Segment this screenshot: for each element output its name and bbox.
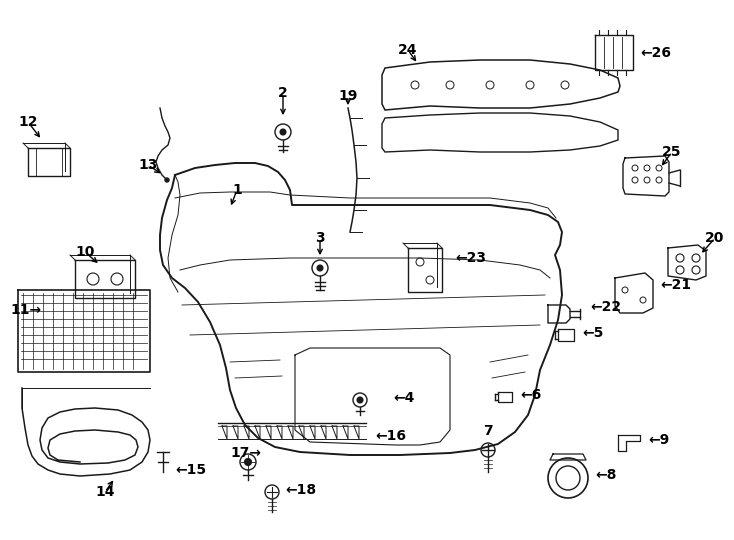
- Text: 2: 2: [278, 86, 288, 100]
- Text: ←18: ←18: [285, 483, 316, 497]
- Circle shape: [317, 265, 323, 271]
- Text: ←4: ←4: [393, 391, 415, 405]
- Text: 24: 24: [399, 43, 418, 57]
- Text: 20: 20: [705, 231, 724, 245]
- Text: 3: 3: [315, 231, 325, 245]
- Text: 1: 1: [232, 183, 242, 197]
- Circle shape: [165, 178, 169, 182]
- Text: 25: 25: [662, 145, 682, 159]
- Text: ←5: ←5: [582, 326, 603, 340]
- Circle shape: [244, 458, 252, 465]
- Text: 17→: 17→: [230, 446, 261, 460]
- Text: ←21: ←21: [660, 278, 691, 292]
- Text: ←15: ←15: [175, 463, 206, 477]
- Text: 10: 10: [76, 245, 95, 259]
- Text: 13: 13: [138, 158, 158, 172]
- Circle shape: [280, 129, 286, 135]
- Text: ←8: ←8: [595, 468, 617, 482]
- Text: ←6: ←6: [520, 388, 541, 402]
- Text: 7: 7: [483, 424, 493, 438]
- Text: ←9: ←9: [648, 433, 669, 447]
- Circle shape: [357, 397, 363, 403]
- Text: ←23: ←23: [455, 251, 486, 265]
- Text: ←26: ←26: [640, 46, 671, 60]
- Text: 19: 19: [338, 89, 357, 103]
- Text: 11→: 11→: [10, 303, 41, 317]
- Text: 12: 12: [18, 115, 37, 129]
- Text: ←16: ←16: [375, 429, 406, 443]
- Text: 14: 14: [95, 485, 115, 499]
- Text: ←22: ←22: [590, 300, 621, 314]
